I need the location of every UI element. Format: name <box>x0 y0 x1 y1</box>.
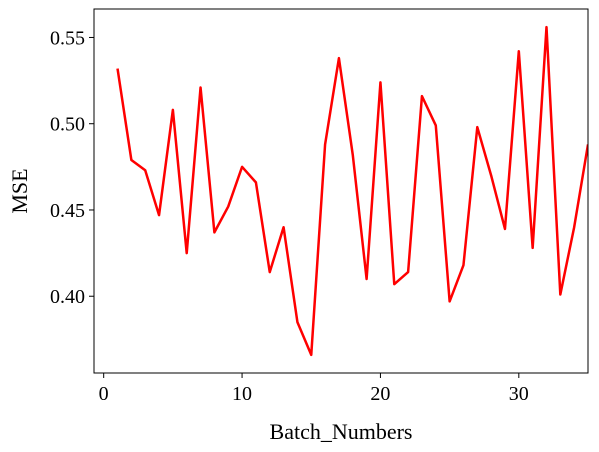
x-axis-ticks: 0 10 20 30 <box>99 373 529 405</box>
series-line-0 <box>116 25 588 357</box>
y-tick-label: 0.55 <box>50 27 85 49</box>
x-tick-label: 10 <box>232 383 252 405</box>
y-axis-ticks: 0.40 0.45 0.50 0.55 <box>50 27 94 308</box>
x-tick-label: 0 <box>99 383 109 405</box>
x-tick-label: 30 <box>509 383 529 405</box>
x-axis-label: Batch_Numbers <box>270 419 413 444</box>
plot-area-frame <box>93 8 589 374</box>
y-tick-label: 0.45 <box>50 200 85 222</box>
series-line-group <box>116 25 588 357</box>
y-tick-label: 0.50 <box>50 114 85 136</box>
y-axis-label: MSE <box>7 168 32 213</box>
x-tick-label: 20 <box>370 383 390 405</box>
y-tick-label: 0.40 <box>50 286 85 308</box>
